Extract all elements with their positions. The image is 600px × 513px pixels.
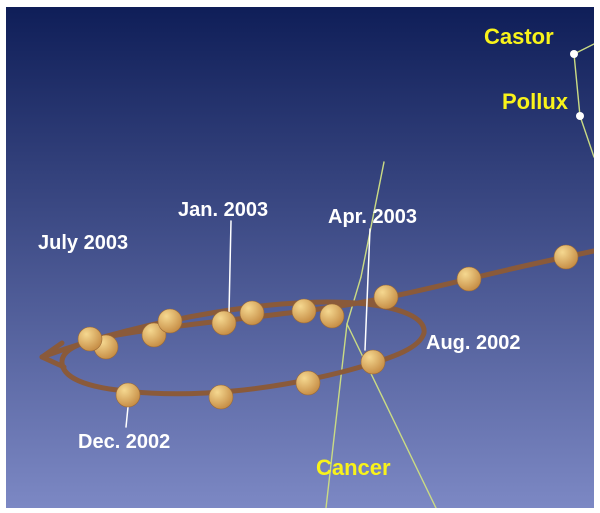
planet-position <box>209 385 233 409</box>
sky-chart: Castor Pollux Cancer July 2003 Jan. 2003 Apr.… <box>6 7 594 508</box>
planet-position <box>296 371 320 395</box>
date-label-4: Dec. 2002 <box>78 431 170 454</box>
planet-position <box>78 327 102 351</box>
star <box>576 112 584 120</box>
planet-position <box>320 304 344 328</box>
date-label-3: Aug. 2002 <box>426 332 520 355</box>
planet-position <box>457 267 481 291</box>
date-label-1: Jan. 2003 <box>178 199 268 222</box>
planet-position <box>361 350 385 374</box>
planet-position <box>240 301 264 325</box>
date-label-2: Apr. 2003 <box>328 206 417 229</box>
planet-position <box>554 245 578 269</box>
star-label-castor: Castor <box>484 24 554 50</box>
date-label-0: July 2003 <box>38 232 128 255</box>
planet-position <box>292 299 316 323</box>
star <box>570 50 578 58</box>
planet-position <box>158 309 182 333</box>
star-label-pollux: Pollux <box>502 89 568 115</box>
planet-position <box>374 285 398 309</box>
planet-position <box>116 383 140 407</box>
planet-position <box>212 311 236 335</box>
constellation-label-cancer: Cancer <box>316 455 391 481</box>
